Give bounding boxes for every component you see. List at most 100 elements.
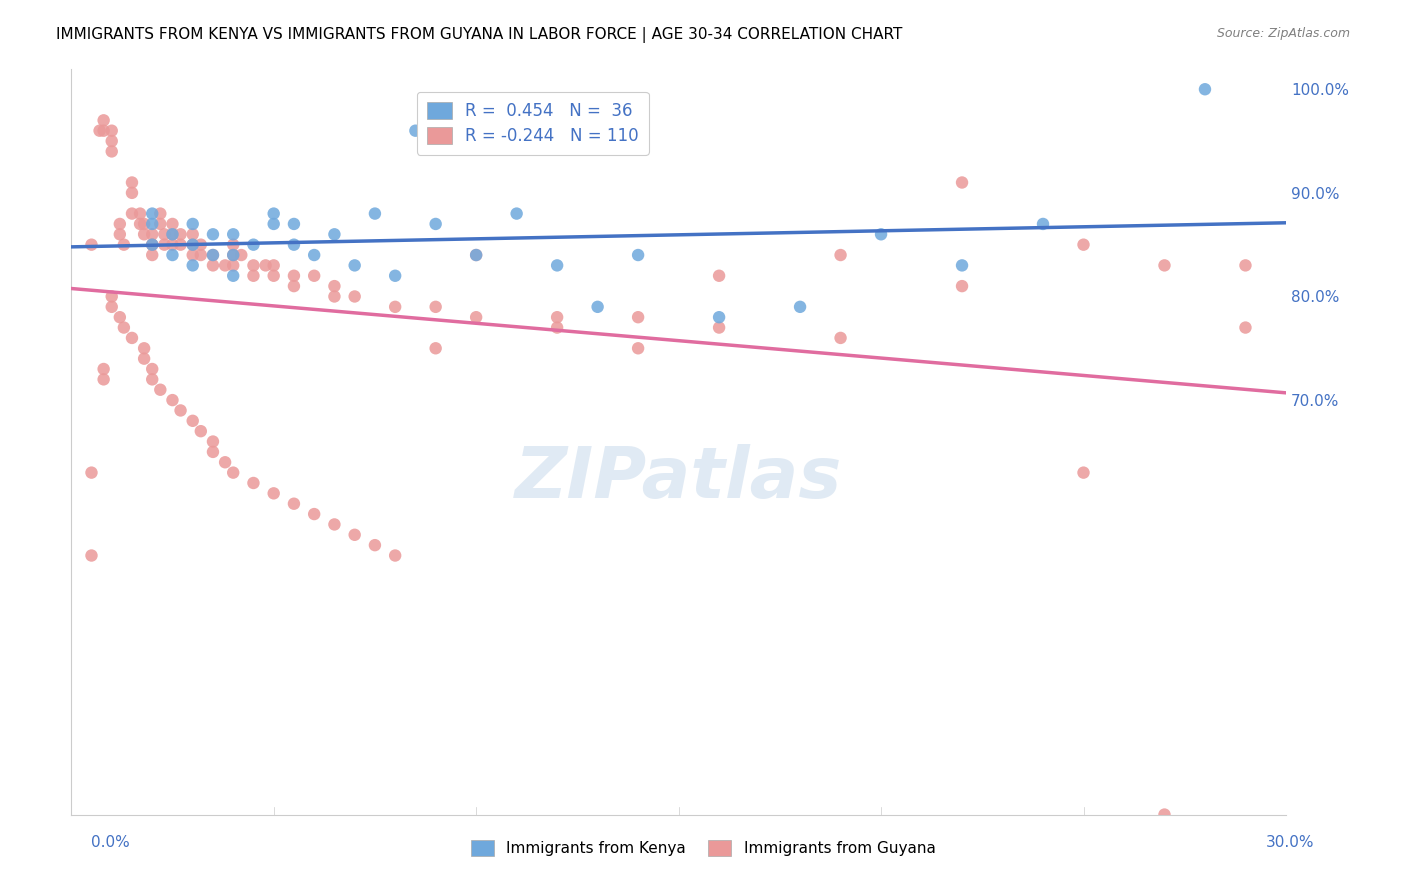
- Point: [707, 268, 730, 283]
- Point: [505, 206, 527, 220]
- Point: [100, 134, 122, 148]
- Point: [169, 237, 191, 252]
- Point: [141, 248, 163, 262]
- Point: [283, 268, 305, 283]
- Point: [1153, 807, 1175, 822]
- Point: [181, 248, 204, 262]
- Point: [169, 403, 191, 417]
- Point: [263, 259, 285, 273]
- Point: [93, 124, 115, 138]
- Point: [108, 217, 131, 231]
- Legend: R =  0.454   N =  36, R = -0.244   N = 110: R = 0.454 N = 36, R = -0.244 N = 110: [416, 92, 648, 155]
- Text: 0.0%: 0.0%: [91, 836, 131, 850]
- Point: [181, 237, 204, 252]
- Point: [141, 206, 163, 220]
- Point: [149, 383, 172, 397]
- Point: [141, 227, 163, 242]
- Point: [80, 237, 103, 252]
- Point: [1153, 259, 1175, 273]
- Point: [627, 341, 650, 355]
- Point: [302, 248, 325, 262]
- Point: [830, 248, 852, 262]
- Point: [707, 320, 730, 334]
- Point: [162, 237, 184, 252]
- Point: [214, 259, 236, 273]
- Text: ZIPatlas: ZIPatlas: [515, 444, 842, 513]
- Point: [627, 310, 650, 325]
- Point: [201, 445, 224, 459]
- Point: [141, 237, 163, 252]
- Point: [242, 237, 264, 252]
- Point: [129, 206, 152, 220]
- Point: [1194, 82, 1216, 96]
- Point: [190, 424, 212, 438]
- Point: [384, 300, 406, 314]
- Point: [100, 300, 122, 314]
- Point: [789, 300, 811, 314]
- Point: [93, 362, 115, 376]
- Point: [181, 227, 204, 242]
- Point: [181, 259, 204, 273]
- Point: [343, 528, 366, 542]
- Point: [870, 227, 893, 242]
- Point: [153, 237, 176, 252]
- Point: [214, 455, 236, 469]
- Point: [323, 279, 346, 293]
- Point: [384, 268, 406, 283]
- Point: [141, 362, 163, 376]
- Point: [1032, 217, 1054, 231]
- Text: Source: ZipAtlas.com: Source: ZipAtlas.com: [1216, 27, 1350, 40]
- Text: 30.0%: 30.0%: [1267, 836, 1315, 850]
- Point: [80, 466, 103, 480]
- Point: [162, 393, 184, 408]
- Point: [627, 248, 650, 262]
- Point: [162, 248, 184, 262]
- Point: [1234, 259, 1257, 273]
- Point: [222, 237, 245, 252]
- Point: [546, 310, 568, 325]
- Point: [181, 217, 204, 231]
- Point: [121, 331, 143, 345]
- Point: [201, 434, 224, 449]
- Point: [100, 124, 122, 138]
- Point: [134, 227, 156, 242]
- Point: [222, 248, 245, 262]
- Point: [343, 289, 366, 303]
- Point: [364, 206, 387, 220]
- Point: [263, 268, 285, 283]
- Point: [93, 372, 115, 386]
- Point: [141, 372, 163, 386]
- Point: [950, 259, 973, 273]
- Point: [153, 227, 176, 242]
- Point: [112, 237, 135, 252]
- Point: [1073, 466, 1095, 480]
- Point: [162, 227, 184, 242]
- Point: [222, 268, 245, 283]
- Point: [141, 237, 163, 252]
- Point: [222, 227, 245, 242]
- Point: [134, 351, 156, 366]
- Point: [80, 549, 103, 563]
- Point: [181, 414, 204, 428]
- Point: [465, 310, 488, 325]
- Point: [263, 217, 285, 231]
- Point: [283, 237, 305, 252]
- Point: [950, 279, 973, 293]
- Point: [465, 248, 488, 262]
- Point: [242, 259, 264, 273]
- Point: [121, 176, 143, 190]
- Point: [169, 227, 191, 242]
- Point: [1234, 320, 1257, 334]
- Point: [108, 227, 131, 242]
- Point: [108, 310, 131, 325]
- Point: [302, 268, 325, 283]
- Point: [149, 206, 172, 220]
- Point: [222, 248, 245, 262]
- Point: [121, 206, 143, 220]
- Point: [1073, 237, 1095, 252]
- Point: [283, 279, 305, 293]
- Point: [201, 227, 224, 242]
- Point: [222, 259, 245, 273]
- Point: [141, 217, 163, 231]
- Point: [263, 486, 285, 500]
